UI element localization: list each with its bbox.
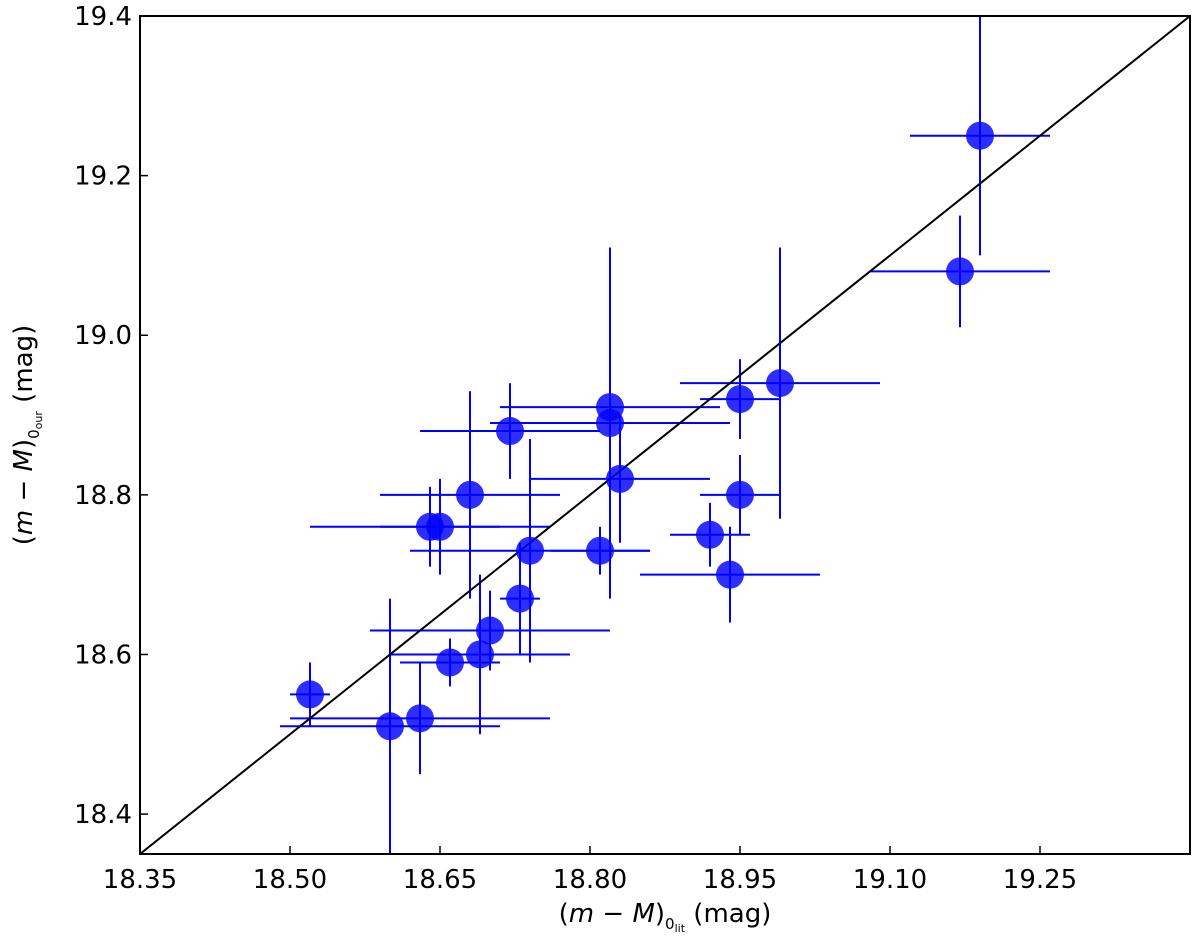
y-tick-label: 19.0 (74, 321, 132, 351)
data-point (596, 409, 624, 438)
x-tick-label: 18.95 (703, 865, 777, 895)
y-tick-label: 18.8 (74, 481, 132, 511)
data-point (506, 584, 534, 613)
data-point (456, 480, 484, 509)
data-point (766, 369, 794, 398)
data-point (946, 257, 974, 286)
identity-line-path (140, 16, 1190, 854)
x-tick-label: 18.65 (403, 865, 477, 895)
data-point (606, 464, 634, 493)
identity-line (140, 16, 1190, 854)
data-point (586, 536, 614, 565)
x-tick-label: 19.10 (853, 865, 927, 895)
data-point (696, 520, 724, 549)
x-tick-label: 19.25 (1003, 865, 1077, 895)
data-point (476, 616, 504, 645)
data-point (726, 480, 754, 509)
x-tick-label: 18.50 (253, 865, 327, 895)
y-tick-label: 18.4 (74, 800, 132, 830)
plot-frame (139, 15, 1191, 855)
data-point (516, 536, 544, 565)
data-point (376, 712, 404, 741)
data-point (726, 385, 754, 414)
y-tick-label: 19.2 (74, 162, 132, 192)
data-point (716, 560, 744, 589)
data-point (966, 121, 994, 150)
data-point (466, 640, 494, 669)
x-axis: 18.35 18.50 18.65 18.80 18.95 19.10 19.25 (103, 846, 1077, 895)
data-point (296, 680, 324, 709)
y-tick-label: 18.6 (74, 640, 132, 670)
y-axis-label: (m − M)0our (mag) (9, 325, 45, 546)
data-point (426, 512, 454, 541)
data-points (296, 121, 994, 741)
x-tick-label: 18.35 (103, 865, 177, 895)
y-axis: 18.4 18.6 18.8 19.0 19.2 19.4 (74, 2, 148, 830)
data-point (496, 417, 524, 446)
data-point (406, 704, 434, 733)
y-tick-label: 19.4 (74, 2, 132, 32)
x-tick-label: 18.80 (553, 865, 627, 895)
x-axis-label: (m − M)0lit (mag) (559, 899, 772, 935)
data-point (436, 648, 464, 677)
